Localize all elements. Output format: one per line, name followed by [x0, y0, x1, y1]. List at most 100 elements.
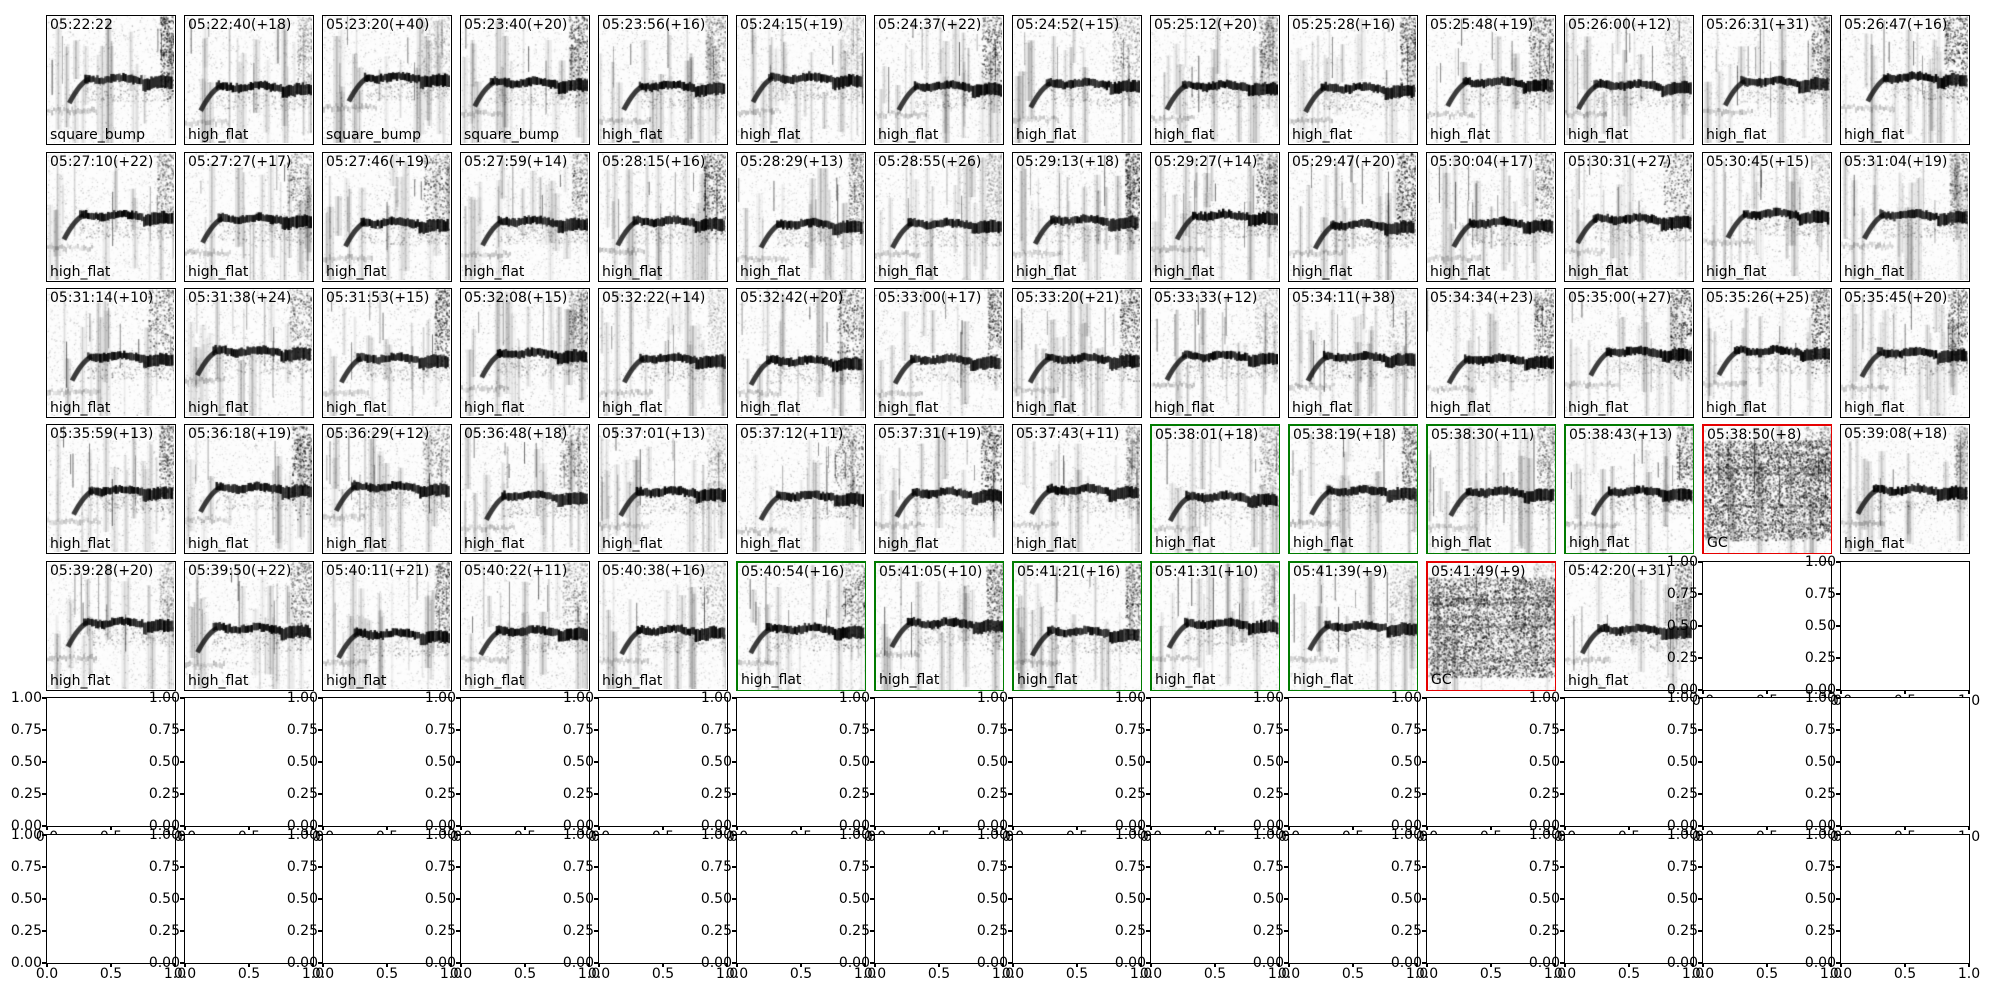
spectrogram-cell: 05:31:14(+10) high_flat	[46, 288, 176, 418]
y-tick-mark	[1698, 625, 1702, 627]
y-tick-mark	[1836, 657, 1840, 659]
cell-timestamp: 05:41:39(+9)	[1293, 564, 1388, 580]
x-tick-mark	[1702, 690, 1704, 694]
y-tick-mark	[1284, 729, 1288, 731]
y-tick-mark	[1422, 866, 1426, 868]
cell-timestamp: 05:27:27(+17)	[188, 154, 292, 170]
spectrogram-cell: 05:40:54(+16) high_flat	[736, 561, 866, 691]
cell-class-label: high_flat	[1844, 127, 1905, 143]
x-tick-mark	[1002, 826, 1004, 830]
cell-class-label: high_flat	[188, 673, 249, 689]
y-tick-mark	[1836, 697, 1840, 699]
empty-axes: 1.000.750.500.250.000.00.51.0	[149, 690, 324, 845]
cell-class-label: high_flat	[740, 400, 801, 416]
cell-class-label: high_flat	[1706, 400, 1767, 416]
y-tick-mark	[1146, 825, 1150, 827]
x-tick-mark	[312, 963, 314, 967]
y-tick-mark	[1698, 761, 1702, 763]
y-tick-mark	[594, 793, 598, 795]
x-tick-mark	[46, 826, 48, 830]
y-tick-mark	[1008, 697, 1012, 699]
spectrogram-image	[1841, 153, 1968, 280]
spectrogram-image	[1289, 289, 1416, 416]
x-tick-mark	[1766, 826, 1768, 830]
spectrogram-cell: 05:41:21(+16) high_flat	[1012, 561, 1142, 691]
y-tick-label: 1.00	[1390, 827, 1422, 843]
y-tick-mark	[1698, 593, 1702, 595]
x-tick-label: 1.0	[1819, 966, 1843, 982]
x-tick-mark	[598, 826, 600, 830]
cell-timestamp: 05:36:29(+12)	[326, 426, 430, 442]
x-tick-mark	[1012, 826, 1014, 830]
y-tick-mark	[1836, 793, 1840, 795]
y-tick-mark	[1560, 793, 1564, 795]
cell-timestamp: 05:38:43(+13)	[1569, 427, 1673, 443]
spectrogram-image	[1152, 426, 1279, 553]
y-tick-mark	[732, 793, 736, 795]
x-tick-mark	[1702, 826, 1704, 830]
cell-class-label: high_flat	[1154, 400, 1215, 416]
y-tick-label: 0.00	[10, 818, 42, 834]
spectrogram-image	[185, 289, 312, 416]
y-tick-label: 0.50	[10, 891, 42, 907]
y-tick-label: 0.75	[286, 722, 318, 738]
cell-timestamp: 05:35:26(+25)	[1706, 290, 1810, 306]
spectrogram-cell: 05:31:38(+24) high_flat	[184, 288, 314, 418]
spectrogram-cell: 05:27:46(+19) high_flat	[322, 152, 452, 282]
spectrogram-image	[47, 425, 174, 552]
y-tick-label: 0.50	[1114, 754, 1146, 770]
x-tick-label: 1.0	[1267, 966, 1291, 982]
cell-class-label: high_flat	[1154, 127, 1215, 143]
spectrogram-cell: 05:25:48(+19) high_flat	[1426, 15, 1556, 145]
cell-timestamp: 05:30:45(+15)	[1706, 154, 1810, 170]
spectrogram-cell: 05:29:13(+18) high_flat	[1012, 152, 1142, 282]
y-tick-mark	[1284, 898, 1288, 900]
cell-timestamp: 05:27:59(+14)	[464, 154, 568, 170]
y-tick-mark	[1422, 834, 1426, 836]
spectrogram-image	[1013, 289, 1140, 416]
y-tick-mark	[1698, 898, 1702, 900]
y-tick-mark	[594, 825, 598, 827]
spectrogram-cell: 05:30:45(+15) high_flat	[1702, 152, 1832, 282]
empty-axes: 1.000.750.500.250.000.00.51.0	[1667, 554, 1842, 709]
spectrogram-image	[323, 16, 450, 143]
cell-timestamp: 05:26:31(+31)	[1706, 17, 1810, 33]
y-tick-label: 0.75	[1390, 859, 1422, 875]
x-tick-mark	[1830, 826, 1832, 830]
spectrogram-image	[185, 562, 312, 689]
y-tick-mark	[732, 761, 736, 763]
spectrogram-image	[875, 16, 1002, 143]
x-tick-mark	[800, 826, 802, 830]
x-tick-label: 0.5	[1203, 966, 1227, 982]
y-tick-mark	[1836, 689, 1840, 691]
x-tick-label: 1.0	[1957, 966, 1981, 982]
cell-timestamp: 05:37:43(+11)	[1016, 426, 1120, 442]
x-tick-mark	[524, 826, 526, 830]
y-tick-label: 0.75	[976, 859, 1008, 875]
cell-class-label: high_flat	[1568, 127, 1629, 143]
y-tick-label: 0.75	[424, 859, 456, 875]
cell-class-label: high_flat	[1016, 400, 1077, 416]
y-tick-label: 0.00	[1252, 818, 1284, 834]
cell-class-label: high_flat	[50, 264, 111, 280]
spectrogram-image	[875, 425, 1002, 552]
cell-class-label: high_flat	[1016, 127, 1077, 143]
spectrogram-image	[1565, 289, 1692, 416]
spectrogram-image	[875, 153, 1002, 280]
cell-class-label: high_flat	[1430, 127, 1491, 143]
y-tick-mark	[1146, 834, 1150, 836]
cell-timestamp: 05:31:14(+10)	[50, 290, 154, 306]
cell-class-label: high_flat	[878, 264, 939, 280]
y-tick-label: 0.25	[1114, 923, 1146, 939]
x-tick-mark	[1490, 963, 1492, 967]
cell-timestamp: 05:28:29(+13)	[740, 154, 844, 170]
cell-class-label: high_flat	[1016, 264, 1077, 280]
x-tick-label: 0.5	[927, 966, 951, 982]
y-tick-label: 0.50	[1666, 618, 1698, 634]
y-tick-mark	[1422, 697, 1426, 699]
x-tick-label: 0.5	[1065, 966, 1089, 982]
cell-class-label: high_flat	[1155, 672, 1216, 688]
cell-class-label: high_flat	[602, 673, 663, 689]
y-tick-label: 0.75	[10, 859, 42, 875]
